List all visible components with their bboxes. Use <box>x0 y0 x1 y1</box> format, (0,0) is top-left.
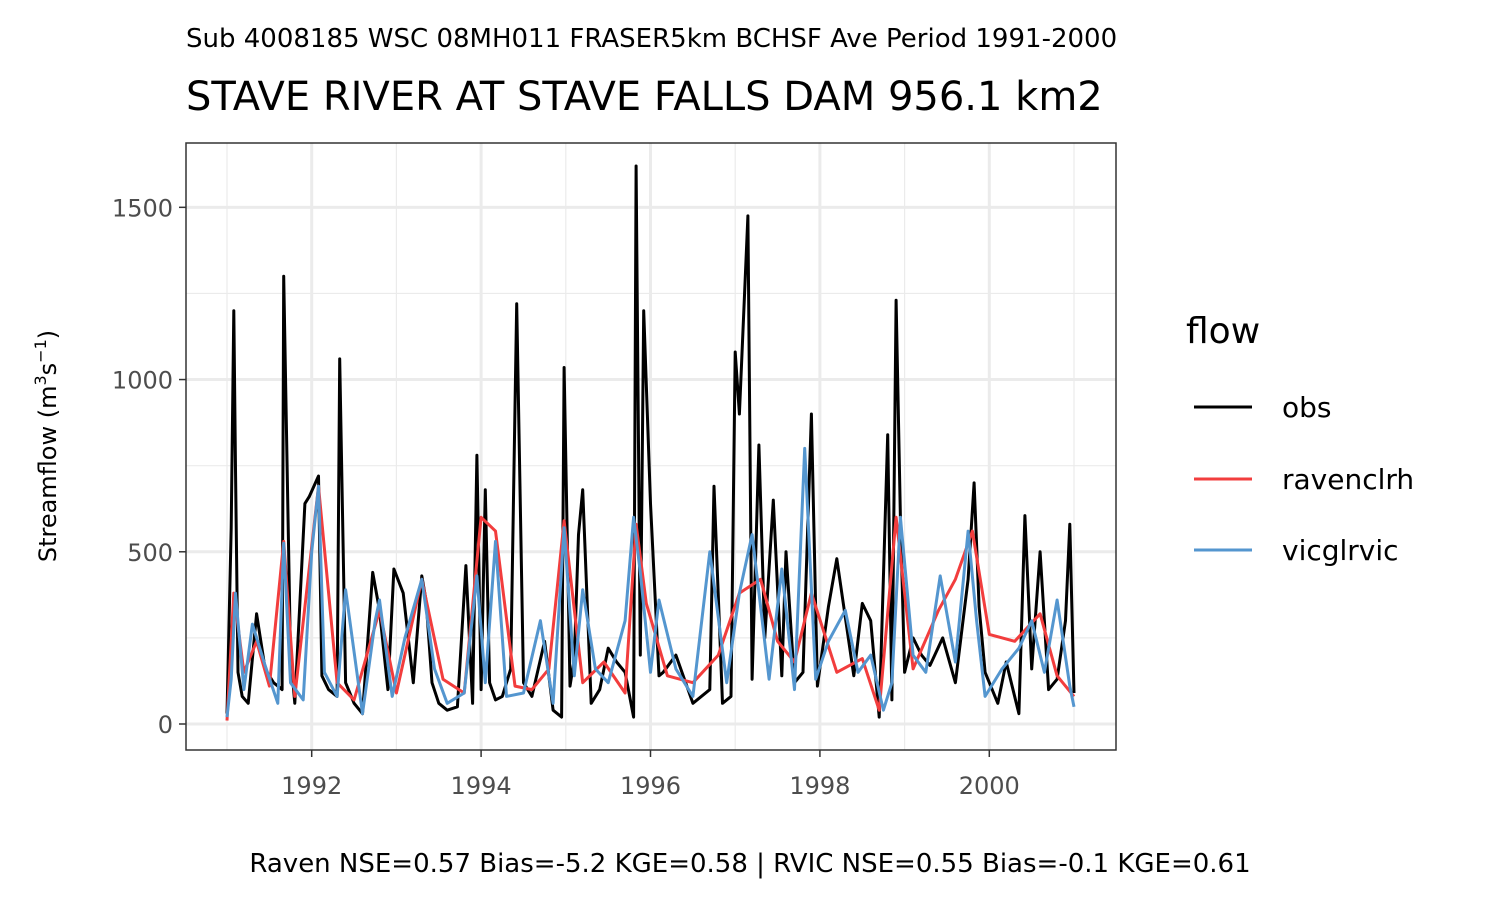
y-tick-label: 1000 <box>112 367 173 395</box>
chart-caption: Raven NSE=0.57 Bias=-5.2 KGE=0.58 | RVIC… <box>249 849 1250 879</box>
series-line-ravenclrh <box>225 484 1076 721</box>
y-axis-label-mid: s <box>34 363 62 376</box>
x-tick-label: 1996 <box>620 772 681 800</box>
x-axis: 1992 1994 1996 1998 2000 <box>281 750 1020 800</box>
y-axis-label: Streamflow (m3s−1) <box>31 330 62 562</box>
series-line-obs <box>225 164 1076 719</box>
legend-title: flow <box>1186 311 1260 352</box>
legend-label-ravenclrh: ravenclrh <box>1282 463 1414 496</box>
legend: flow obs ravenclrh vicglrvic <box>1186 311 1414 567</box>
plot-panel <box>185 142 1117 751</box>
y-axis-label-main: Streamflow (m <box>34 386 62 563</box>
y-axis-label-sup2: −1 <box>31 339 50 363</box>
y-tick-label: 500 <box>127 539 173 567</box>
series-line-vicglrvic <box>225 446 1076 718</box>
y-tick-label: 0 <box>158 711 173 739</box>
x-tick-label: 2000 <box>959 772 1020 800</box>
y-tick-label: 1500 <box>112 194 173 222</box>
x-tick-label: 1992 <box>281 772 342 800</box>
x-tick-label: 1998 <box>789 772 850 800</box>
legend-label-obs: obs <box>1282 391 1332 424</box>
grid-major <box>186 143 1116 750</box>
y-axis: 0 500 1000 1500 <box>112 194 186 739</box>
series-layer <box>225 164 1076 721</box>
x-tick-label: 1994 <box>451 772 512 800</box>
chart-subtitle: Sub 4008185 WSC 08MH011 FRASER5km BCHSF … <box>186 24 1117 54</box>
y-axis-label-end: ) <box>34 330 62 339</box>
chart-title: STAVE RIVER AT STAVE FALLS DAM 956.1 km2 <box>186 74 1103 120</box>
y-axis-label-sup1: 3 <box>31 375 50 385</box>
legend-label-vicglrvic: vicglrvic <box>1282 534 1399 567</box>
